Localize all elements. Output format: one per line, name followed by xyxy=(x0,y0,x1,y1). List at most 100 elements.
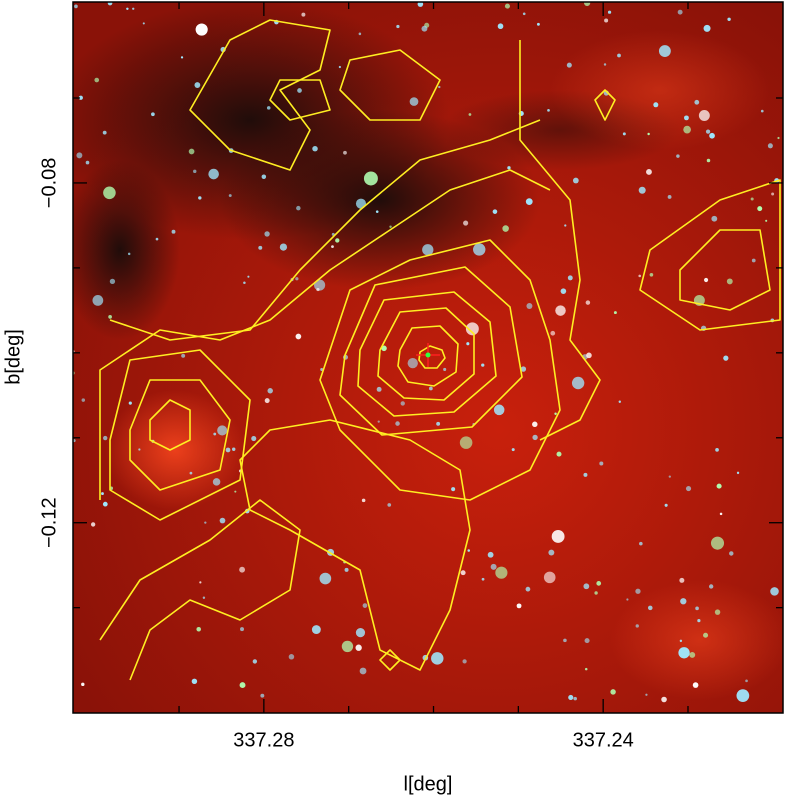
star xyxy=(596,581,602,586)
star xyxy=(436,421,441,426)
star xyxy=(711,215,718,222)
star xyxy=(459,436,473,449)
x-tick-label: 337.24 xyxy=(573,729,634,751)
star xyxy=(188,148,195,155)
star xyxy=(572,177,579,184)
star xyxy=(316,287,320,292)
star xyxy=(217,425,228,436)
star xyxy=(639,541,643,546)
star xyxy=(622,132,626,136)
star xyxy=(757,206,763,212)
star xyxy=(181,353,186,358)
star xyxy=(492,209,498,214)
star xyxy=(617,53,621,58)
star xyxy=(679,639,683,643)
star xyxy=(532,434,538,441)
star xyxy=(678,647,690,659)
star xyxy=(646,169,652,175)
star xyxy=(132,7,135,10)
x-axis-label: l[deg] xyxy=(404,773,453,795)
star xyxy=(74,4,78,9)
star xyxy=(312,145,318,152)
star xyxy=(195,23,208,36)
contours xyxy=(99,19,781,681)
star xyxy=(243,281,246,284)
star xyxy=(760,109,764,113)
star xyxy=(252,659,258,664)
star xyxy=(729,551,734,556)
star xyxy=(103,435,108,441)
plot-frame xyxy=(72,1,784,714)
star xyxy=(109,278,116,285)
star xyxy=(288,654,295,660)
star xyxy=(507,166,511,170)
star xyxy=(358,32,362,36)
star xyxy=(128,401,132,405)
star xyxy=(422,244,434,256)
star xyxy=(676,154,680,158)
star xyxy=(258,245,263,250)
star xyxy=(331,245,334,249)
star xyxy=(219,517,226,524)
star xyxy=(555,305,566,316)
star xyxy=(567,275,573,281)
star xyxy=(664,503,668,507)
star xyxy=(102,130,107,135)
star xyxy=(189,471,193,475)
star xyxy=(689,651,696,658)
star xyxy=(466,342,470,346)
star xyxy=(261,174,267,179)
star xyxy=(584,638,590,644)
star xyxy=(685,486,692,492)
x-tick-label: 337.28 xyxy=(233,729,294,751)
star xyxy=(566,62,572,68)
star xyxy=(443,367,447,372)
star xyxy=(460,570,466,576)
star xyxy=(155,237,159,241)
star xyxy=(234,490,237,493)
star xyxy=(319,572,332,585)
star xyxy=(771,192,775,196)
star xyxy=(151,112,155,117)
star xyxy=(647,132,650,136)
star xyxy=(704,277,709,283)
star xyxy=(196,626,201,632)
star xyxy=(297,88,302,93)
star xyxy=(260,693,265,698)
star xyxy=(525,586,531,592)
star xyxy=(668,475,671,478)
star xyxy=(745,679,748,683)
star xyxy=(607,10,612,14)
star xyxy=(698,109,710,121)
star xyxy=(684,115,689,121)
star xyxy=(247,275,250,278)
star xyxy=(495,566,508,579)
star xyxy=(400,401,405,406)
star xyxy=(767,143,773,149)
star xyxy=(101,492,104,495)
star xyxy=(417,2,424,7)
star xyxy=(487,551,494,558)
star xyxy=(362,603,368,608)
star xyxy=(438,85,441,89)
star xyxy=(635,624,639,628)
star xyxy=(467,549,471,552)
star xyxy=(92,295,104,306)
star xyxy=(264,231,270,237)
star xyxy=(694,99,700,105)
star xyxy=(239,566,246,573)
star xyxy=(497,23,504,30)
star xyxy=(103,186,116,200)
star xyxy=(171,229,176,234)
star xyxy=(532,421,538,428)
star xyxy=(705,129,711,134)
star xyxy=(584,667,588,671)
star xyxy=(462,659,467,664)
star xyxy=(228,194,232,198)
star xyxy=(493,404,505,416)
star xyxy=(551,530,565,543)
star xyxy=(465,322,479,336)
star xyxy=(142,22,145,25)
star xyxy=(526,303,533,309)
